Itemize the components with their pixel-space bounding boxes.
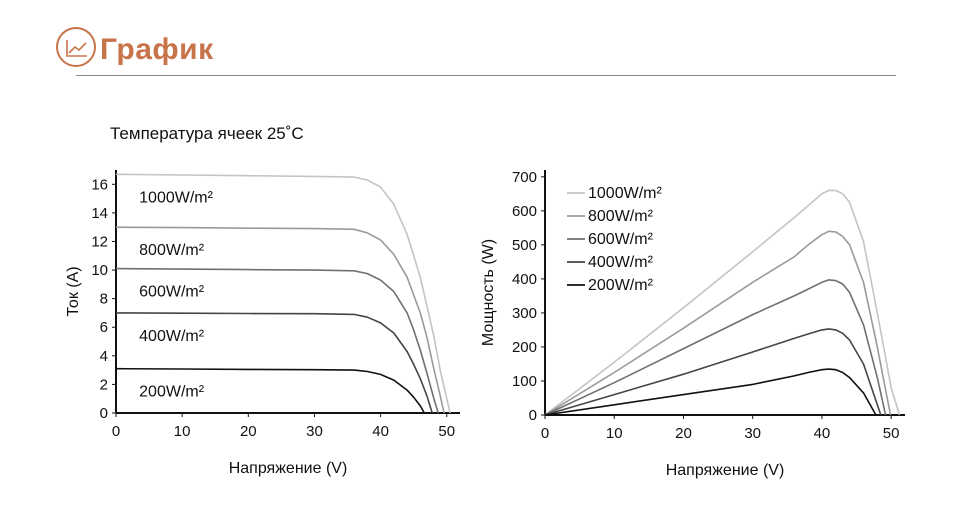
x-tick-label: 30 [744,425,761,442]
y-tick-label: 4 [100,348,108,365]
x-axis-label: Напряжение (V) [229,460,348,477]
x-tick-label: 10 [174,423,191,440]
series-label-3: 400W/m² [139,328,205,345]
series-label-2: 600W/m² [139,284,205,301]
y-tick-label: 14 [91,205,108,222]
series-label-1: 800W/m² [139,242,205,259]
y-tick-label: 500 [512,237,537,254]
y-tick-label: 0 [529,407,537,424]
series-line-4 [115,367,425,414]
pv-chart: 0 10 20 30 40 500100200300400500600700Напряже… [480,169,905,479]
series-label-0: 1000W/m² [139,189,213,206]
chart-subtitle: Температура ячеек 25˚C [110,124,304,143]
series-line-1 [544,230,892,416]
x-tick-label: 50 [438,423,455,440]
series-line-0 [115,173,451,414]
y-tick-label: 12 [91,233,108,250]
y-tick-label: 8 [100,291,108,308]
legend-label-3: 400W/m² [588,254,654,271]
x-tick-label: 0 [541,425,549,442]
series-line-4 [544,368,877,416]
series-line-0 [544,189,901,416]
x-tick-label: 40 [814,425,831,442]
y-tick-label: 300 [512,305,537,322]
y-tick-label: 700 [512,169,537,186]
y-tick-label: 400 [512,271,537,288]
series-line-3 [115,312,433,414]
header: График [0,0,970,90]
series-line-2 [115,267,439,414]
x-axis-label: Напряжение (V) [666,462,785,479]
y-tick-label: 10 [91,262,108,279]
x-tick-label: 30 [306,423,323,440]
legend-label-1: 800W/m² [588,208,654,225]
series-line-1 [115,226,445,414]
y-axis-label: Ток (А) [65,266,82,316]
legend-label-0: 1000W/m² [588,185,662,202]
y-tick-label: 200 [512,339,537,356]
legend-label-2: 600W/m² [588,231,654,248]
x-tick-label: 20 [675,425,692,442]
y-tick-label: 600 [512,203,537,220]
series-line-3 [544,328,882,416]
x-tick-label: 40 [372,423,389,440]
legend-label-4: 200W/m² [588,277,654,294]
series-label-4: 200W/m² [139,384,205,401]
chart-logo-icon [56,27,96,67]
x-tick-label: 10 [606,425,623,442]
y-tick-label: 6 [100,319,108,336]
y-tick-label: 0 [100,405,108,422]
x-tick-label: 0 [112,423,120,440]
iv-chart: 0 10 20 30 40 50 0 2 4 6 8 10 12 14 16 Напряжение (V) То… [65,170,460,477]
y-tick-label: 100 [512,373,537,390]
series-line-2 [544,279,887,416]
y-axis-label: Мощность (W) [480,239,497,346]
x-tick-label: 50 [883,425,900,442]
page-title: График [100,33,214,66]
y-tick-label: 2 [100,376,108,393]
x-tick-label: 20 [240,423,257,440]
y-tick-label: 16 [91,176,108,193]
title-divider [76,75,896,76]
